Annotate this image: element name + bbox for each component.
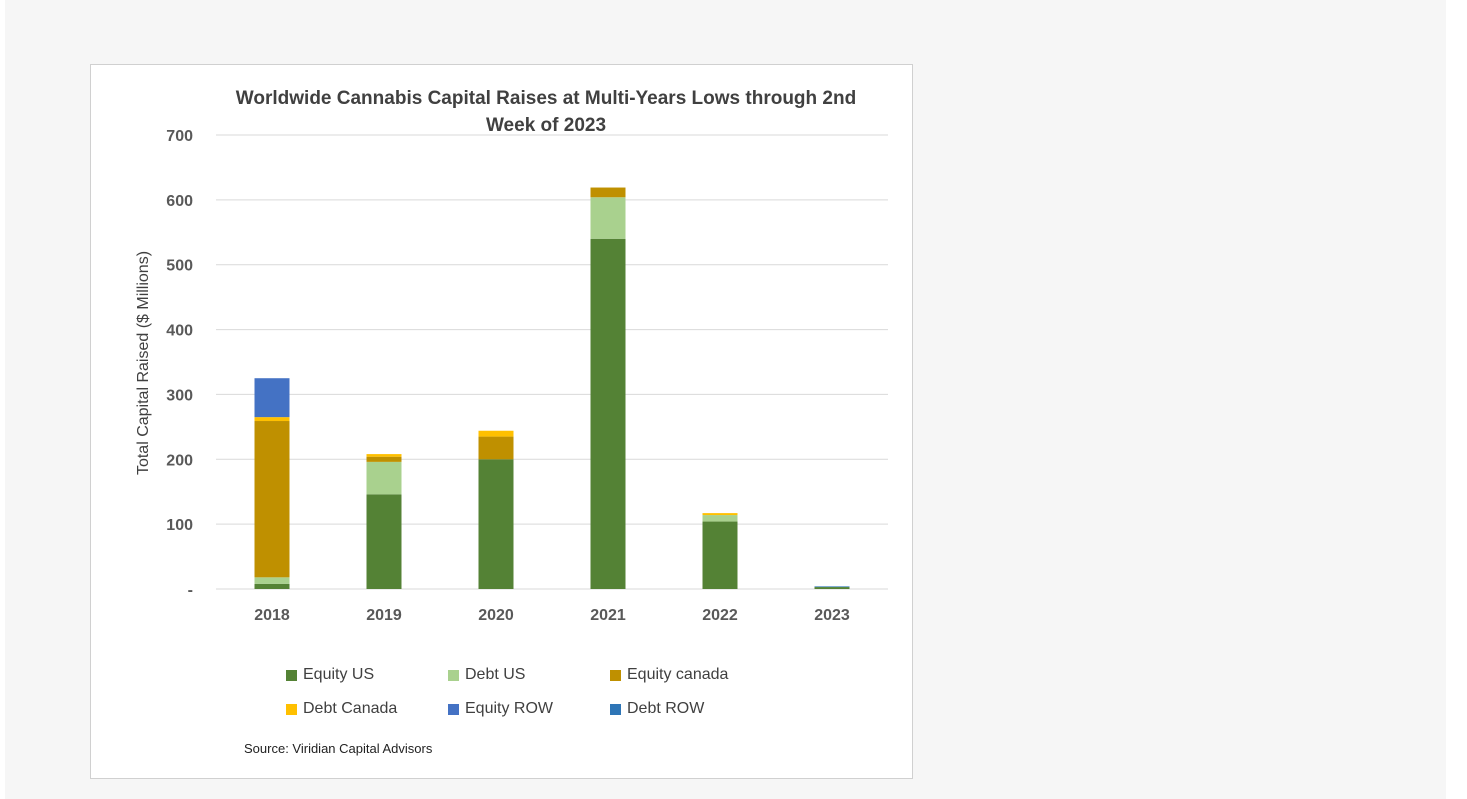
chart-legend: Equity US Debt US Equity canada Debt Canada… (286, 665, 806, 719)
bar-segment (702, 521, 738, 589)
bar-segment (366, 494, 402, 589)
legend-label: Equity ROW (465, 700, 554, 717)
bar-segment (590, 238, 626, 589)
legend-swatch (610, 703, 621, 715)
bar-segment (254, 577, 290, 584)
y-tick-label: 500 (166, 258, 193, 275)
legend-swatch (286, 669, 297, 681)
source-note: Source: Viridian Capital Advisors (244, 741, 433, 756)
bar-segment (590, 187, 626, 198)
legend-label: Equity US (303, 666, 375, 683)
bar-segment (366, 456, 402, 462)
bar-segment (478, 459, 514, 589)
legend-label: Equity canada (627, 666, 729, 683)
bar-segment (702, 515, 738, 522)
x-tick-label: 2020 (478, 607, 514, 624)
stacked-bar-chart: - 100 200 300 400 500 600 700 2018 2019 2020 2021 20… (166, 128, 888, 624)
legend-label: Debt US (465, 666, 526, 683)
bar-segment (366, 454, 402, 457)
legend-item: Debt US (448, 665, 610, 685)
legend-item: Equity US (286, 665, 448, 685)
legend-swatch (448, 703, 459, 715)
bar-segment (478, 436, 514, 460)
x-tick-label: 2021 (590, 607, 626, 624)
x-tick-label: 2023 (814, 607, 850, 624)
bar-segment (366, 461, 402, 495)
legend-swatch (610, 669, 621, 681)
legend-label: Debt ROW (627, 700, 705, 717)
bar-segment (702, 513, 738, 516)
bar-segment (254, 583, 290, 589)
y-tick-label: 700 (166, 128, 193, 145)
x-tick-label: 2019 (366, 607, 402, 624)
legend-label: Debt Canada (303, 700, 398, 717)
x-tick-label: 2022 (702, 607, 738, 624)
bar-segment (254, 417, 290, 422)
bar-segment (814, 586, 850, 588)
legend-item: Debt Canada (286, 699, 448, 719)
chart-title: Worldwide Cannabis Capital Raises at Mul… (235, 88, 857, 136)
legend-item: Equity canada (610, 665, 806, 685)
legend-swatch (448, 669, 459, 681)
chart-card: - 100 200 300 400 500 600 700 2018 2019 2020 2021 20… (90, 64, 913, 779)
y-tick-label: 600 (166, 193, 193, 210)
legend-item: Debt ROW (610, 699, 806, 719)
y-axis-label: Total Capital Raised ($ Millions) (135, 250, 152, 476)
bar-segment (590, 197, 626, 239)
y-tick-label: 200 (166, 452, 193, 469)
y-tick-label: - (188, 582, 193, 599)
bar-segment (254, 421, 290, 578)
legend-swatch (286, 703, 297, 715)
x-tick-label: 2018 (254, 607, 290, 624)
y-tick-label: 300 (166, 387, 193, 404)
bar-segment (814, 587, 850, 589)
bar-segment (254, 378, 290, 418)
legend-item: Equity ROW (448, 699, 610, 719)
bar-segment (478, 430, 514, 437)
y-tick-label: 100 (166, 517, 193, 534)
y-tick-label: 400 (166, 323, 193, 340)
